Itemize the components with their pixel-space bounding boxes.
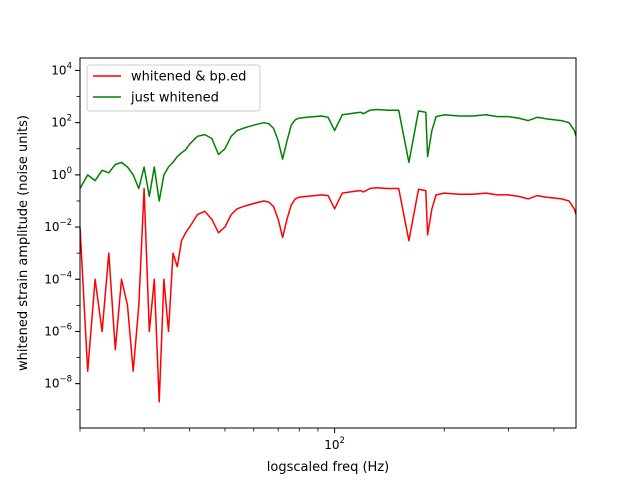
y-tick-label-1: 10−6 [44, 322, 72, 338]
legend: whitened & bp.ed just whitened [86, 64, 261, 112]
y-axis: 10−8 10−6 10−4 10−2 100 102 104 [44, 61, 80, 411]
y-tick-label-5: 102 [51, 114, 72, 130]
y-tick-label-0: 10−8 [44, 375, 72, 391]
x-axis-label: logscaled freq (Hz) [267, 460, 389, 475]
legend-box [86, 64, 261, 112]
legend-label-just-whitened: just whitened [130, 91, 219, 106]
series-line-0 [79, 187, 577, 403]
x-tick-label-0: 102 [324, 436, 345, 452]
plot-frame [79, 57, 577, 429]
y-tick-label-2: 10−4 [44, 270, 72, 286]
plot-area [80, 58, 576, 428]
y-tick-label-3: 10−2 [44, 218, 72, 234]
series-layer [79, 108, 577, 403]
y-tick-label-4: 100 [51, 166, 72, 182]
y-axis-label: whitened strain amplitude (noise units) [16, 115, 31, 371]
y-tick-label-6: 104 [51, 61, 72, 77]
x-axis: 102 [79, 428, 555, 452]
series-line-1 [79, 108, 577, 202]
legend-label-whitened-bp: whitened & bp.ed [131, 70, 246, 85]
